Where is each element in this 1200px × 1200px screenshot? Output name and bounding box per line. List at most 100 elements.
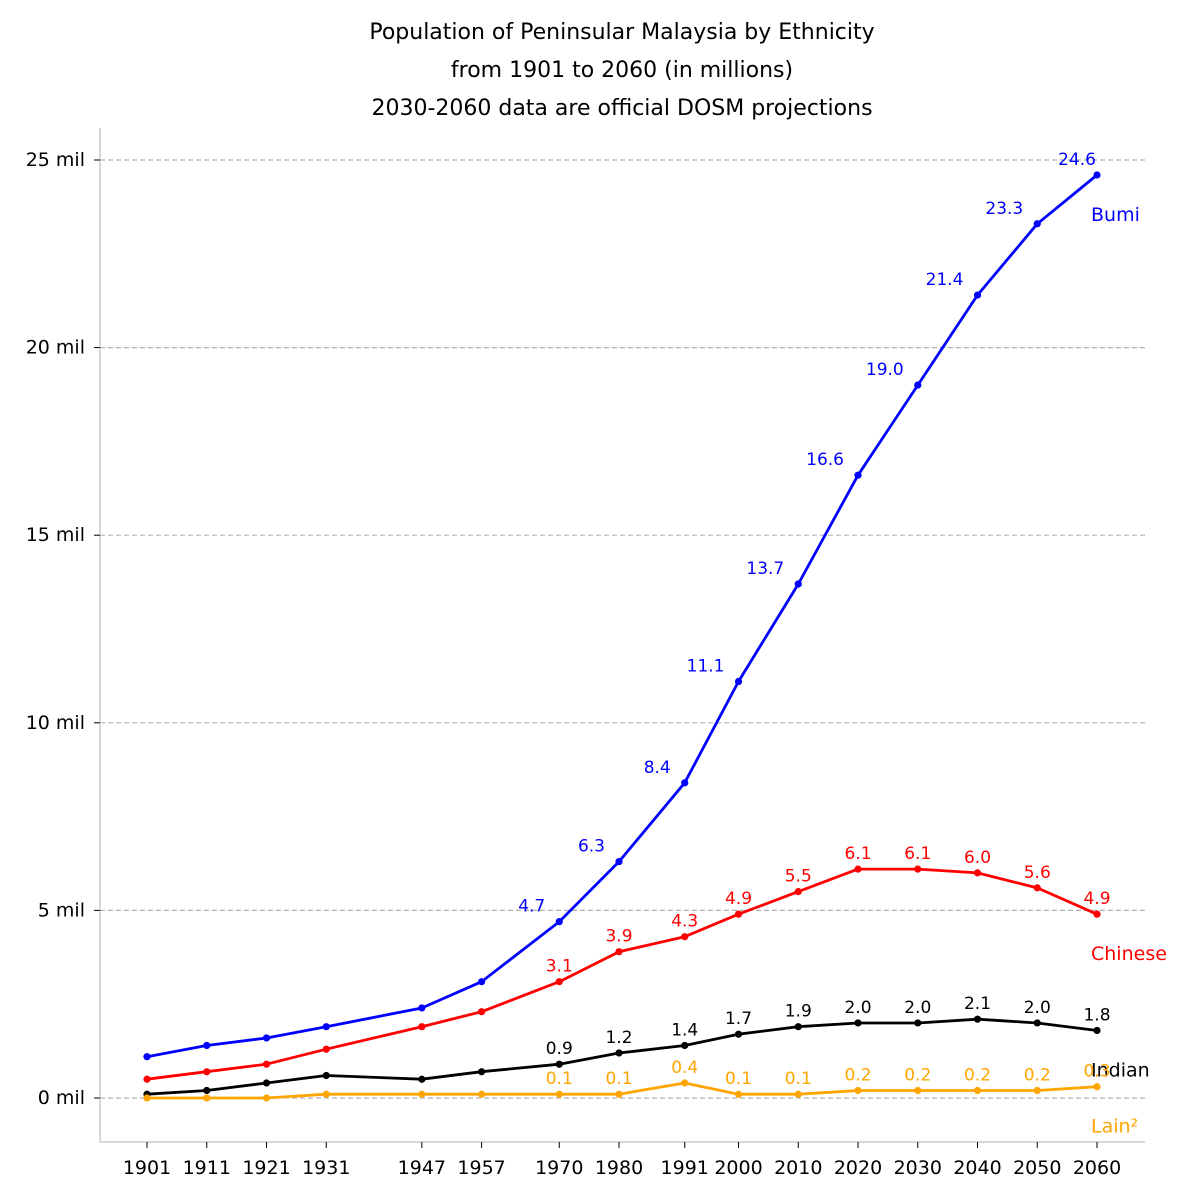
x-tick-label: 1947 — [398, 1157, 446, 1179]
x-tick-label: 1911 — [183, 1157, 231, 1179]
data-point-lain — [914, 1086, 922, 1095]
x-tick-label: 2020 — [834, 1157, 882, 1179]
series-name-label-indian: Indian — [1091, 1059, 1150, 1081]
y-tick-label: 5 mil — [38, 899, 85, 921]
data-point-indian — [1033, 1019, 1041, 1027]
chart-subtitle: from 1901 to 2060 (in millions) — [450, 58, 794, 83]
data-point-bumi — [734, 677, 743, 686]
data-label-lain: 0.1 — [785, 1069, 812, 1089]
data-label-bumi: 4.7 — [518, 897, 545, 917]
data-point-bumi — [477, 978, 486, 986]
x-tick-label: 2050 — [1013, 1157, 1061, 1179]
y-tick-label: 25 mil — [26, 149, 85, 171]
data-point-indian — [973, 1015, 982, 1023]
data-label-lain: 0.2 — [964, 1065, 991, 1085]
data-label-indian: 0.9 — [546, 1039, 573, 1059]
data-point-bumi — [914, 381, 922, 389]
data-label-lain: 0.1 — [605, 1069, 632, 1089]
data-label-bumi: 23.3 — [985, 199, 1023, 219]
data-point-indian — [914, 1019, 922, 1027]
data-point-bumi — [973, 291, 982, 299]
data-point-bumi — [794, 580, 802, 588]
data-label-bumi: 8.4 — [644, 758, 671, 778]
data-label-indian: 2.0 — [1024, 998, 1051, 1018]
data-point-chinese — [262, 1060, 271, 1068]
data-point-bumi — [615, 858, 623, 866]
data-label-bumi: 21.4 — [926, 270, 964, 290]
data-point-chinese — [143, 1075, 151, 1083]
data-label-lain: 0.1 — [725, 1069, 752, 1089]
data-point-bumi — [1093, 171, 1101, 179]
data-point-chinese — [854, 865, 862, 873]
data-point-bumi — [143, 1053, 151, 1061]
data-point-chinese — [615, 948, 623, 956]
data-point-lain — [477, 1090, 486, 1098]
data-label-chinese: 4.9 — [725, 889, 752, 909]
data-point-bumi — [203, 1041, 211, 1050]
data-label-chinese: 4.3 — [671, 912, 698, 932]
data-point-lain — [734, 1090, 743, 1098]
data-point-chinese — [203, 1068, 211, 1076]
data-label-lain: 0.4 — [671, 1058, 698, 1078]
chart-title-block: Population of Peninsular Malaysia by Eth… — [0, 14, 1200, 128]
data-point-bumi — [418, 1004, 426, 1012]
x-tick-label: 1991 — [661, 1157, 709, 1179]
data-point-indian — [322, 1071, 330, 1080]
data-point-lain — [262, 1094, 271, 1102]
data-point-indian — [854, 1019, 862, 1027]
y-tick-label: 15 mil — [26, 524, 85, 546]
series-line-chinese — [146, 867, 1098, 1081]
x-tick-label: 2000 — [714, 1157, 762, 1179]
data-point-indian — [794, 1023, 802, 1031]
data-point-indian — [477, 1068, 486, 1076]
data-point-lain — [854, 1086, 862, 1095]
data-point-indian — [1093, 1026, 1101, 1035]
data-point-lain — [143, 1094, 151, 1102]
data-label-bumi: 19.0 — [866, 360, 904, 380]
data-label-indian: 2.1 — [964, 994, 991, 1014]
data-point-chinese — [477, 1008, 486, 1016]
x-tick-label: 2010 — [774, 1157, 822, 1179]
y-tick-label: 10 mil — [26, 712, 85, 734]
x-tick-label: 1980 — [595, 1157, 643, 1179]
data-point-chinese — [973, 869, 982, 877]
data-label-chinese: 5.6 — [1024, 863, 1051, 883]
data-point-chinese — [681, 933, 689, 941]
data-label-bumi: 6.3 — [578, 837, 605, 857]
data-point-lain — [973, 1086, 982, 1095]
data-label-indian: 1.7 — [725, 1009, 752, 1029]
data-label-bumi: 24.6 — [1058, 150, 1096, 170]
data-label-indian: 2.0 — [844, 998, 871, 1018]
series-line-lain — [147, 1081, 1098, 1100]
x-tick-label: 1970 — [535, 1157, 583, 1179]
series-name-label-bumi: Bumi — [1091, 204, 1140, 226]
data-label-indian: 1.4 — [671, 1020, 698, 1040]
series-line-bumi — [146, 173, 1098, 1059]
data-label-chinese: 3.9 — [605, 927, 632, 947]
x-tick-label: 1921 — [242, 1157, 290, 1179]
data-point-chinese — [418, 1023, 426, 1031]
data-label-chinese: 4.9 — [1083, 889, 1110, 909]
data-label-chinese: 6.0 — [964, 848, 991, 868]
data-point-bumi — [322, 1023, 330, 1031]
data-point-bumi — [1033, 220, 1041, 228]
series-name-label-chinese: Chinese — [1091, 943, 1167, 965]
data-point-chinese — [555, 978, 563, 986]
chart-title: Population of Peninsular Malaysia by Eth… — [369, 20, 875, 45]
data-label-lain: 0.3 — [1083, 1062, 1110, 1082]
data-label-indian: 1.9 — [785, 1002, 812, 1022]
y-tick-label: 20 mil — [26, 337, 85, 359]
data-point-bumi — [681, 779, 689, 787]
data-point-chinese — [1033, 884, 1041, 892]
data-point-chinese — [322, 1045, 330, 1053]
x-tick-label: 1957 — [457, 1157, 505, 1179]
data-label-chinese: 6.1 — [904, 844, 931, 864]
data-label-chinese: 6.1 — [844, 844, 871, 864]
data-point-bumi — [555, 918, 563, 926]
x-tick-label: 1931 — [302, 1157, 350, 1179]
series-line-indian — [146, 1017, 1098, 1096]
data-point-indian — [734, 1030, 743, 1038]
data-point-lain — [555, 1090, 563, 1098]
chart-subtitle-projection-note: 2030-2060 data are official DOSM project… — [371, 96, 873, 121]
